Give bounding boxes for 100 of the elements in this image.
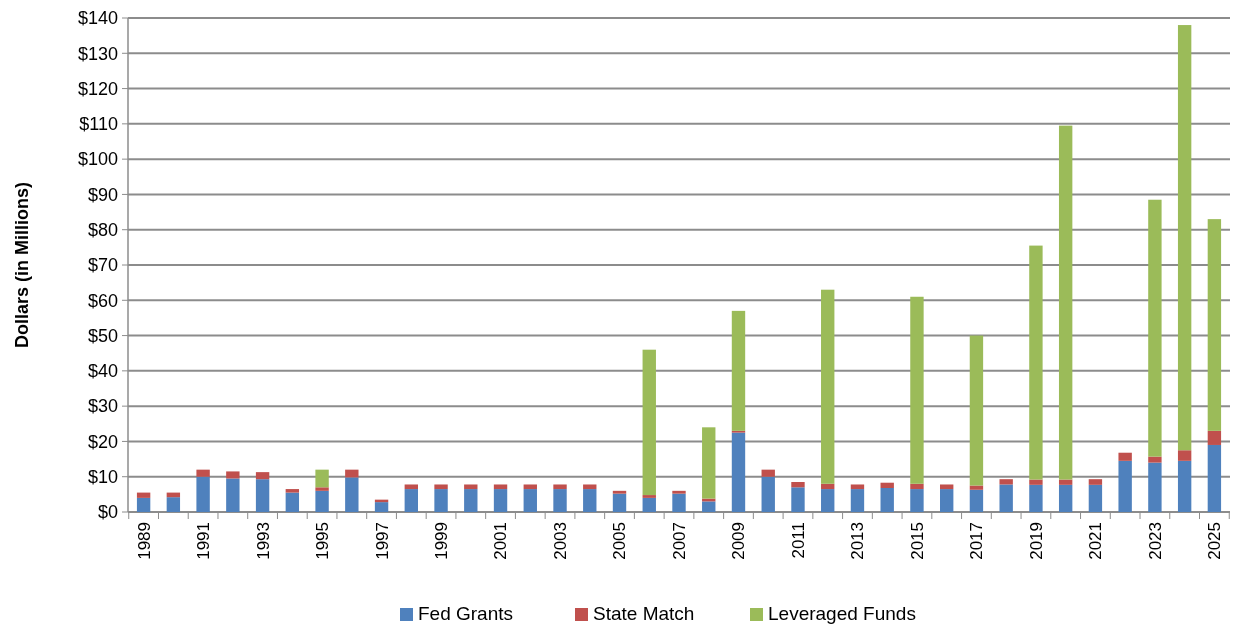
- y-axis-title: Dollars (in Millions): [12, 181, 33, 349]
- bar: [315, 490, 329, 512]
- bar: [523, 489, 537, 512]
- bar: [464, 484, 478, 490]
- bar: [761, 476, 775, 512]
- bar: [553, 489, 567, 512]
- y-tick-label: $20: [87, 431, 118, 452]
- x-tick-label: 2005: [610, 522, 630, 560]
- bar: [1207, 219, 1222, 431]
- y-tick-label: $10: [87, 467, 118, 488]
- bar: [761, 469, 775, 477]
- x-tick-label: 1995: [313, 522, 333, 560]
- bar: [553, 484, 567, 490]
- bar: [464, 489, 478, 512]
- bar: [404, 484, 418, 490]
- bar: [1177, 25, 1192, 451]
- bar: [255, 479, 270, 512]
- bar: [821, 483, 835, 490]
- bar: [583, 489, 597, 512]
- x-tick-label: 2003: [550, 522, 570, 560]
- bar: [612, 493, 627, 512]
- bar: [226, 478, 240, 512]
- bar: [731, 432, 746, 512]
- bar: [821, 489, 835, 512]
- x-tick-label: 1999: [432, 522, 451, 560]
- bar: [642, 495, 656, 498]
- y-tick-label: $60: [87, 290, 118, 311]
- legend-label: State Match: [593, 603, 695, 624]
- bar: [850, 484, 865, 490]
- legend-label: Leveraged Funds: [768, 603, 916, 624]
- bar: [642, 349, 656, 496]
- bar: [1177, 460, 1192, 512]
- y-tick-label: $90: [87, 184, 118, 205]
- legend-label: Fed Grants: [418, 603, 514, 624]
- y-tick-label: $120: [77, 78, 118, 99]
- x-tick-label: 2021: [1086, 522, 1106, 560]
- y-tick-label: $80: [87, 220, 118, 241]
- x-tick-label: 2017: [967, 522, 987, 560]
- bar: [1148, 199, 1162, 457]
- bar: [1118, 460, 1132, 512]
- x-tick-label: 2023: [1145, 522, 1165, 560]
- x-tick-label: 2011: [788, 522, 808, 559]
- y-tick-label: $130: [77, 43, 118, 64]
- y-tick-label: $70: [87, 255, 118, 276]
- bar: [285, 489, 300, 493]
- bar: [493, 484, 508, 490]
- y-tick-label: $100: [77, 149, 118, 170]
- bar: [1148, 456, 1162, 463]
- bar: [166, 497, 181, 512]
- bar: [791, 482, 805, 488]
- bar: [940, 489, 954, 512]
- y-tick-label: $110: [79, 114, 118, 135]
- y-tick-label: $40: [87, 361, 118, 382]
- bar: [969, 335, 984, 486]
- x-tick-label: 2001: [491, 522, 511, 560]
- bar: [850, 489, 865, 512]
- bar: [910, 489, 924, 512]
- bar: [1207, 430, 1222, 445]
- x-tick-label: 1989: [134, 522, 154, 560]
- bar: [1118, 452, 1132, 461]
- y-tick-label: $0: [97, 502, 118, 523]
- bar: [1029, 245, 1043, 480]
- bar: [136, 497, 151, 512]
- x-tick-label: 2025: [1205, 522, 1225, 560]
- x-tick-label: 1993: [253, 522, 273, 560]
- bar: [672, 493, 686, 512]
- bar: [999, 484, 1013, 512]
- bar: [731, 310, 746, 431]
- bar: [702, 501, 716, 512]
- bar: [136, 492, 151, 498]
- bar: [999, 479, 1013, 485]
- bar: [612, 490, 627, 494]
- bar: [493, 489, 508, 512]
- x-tick-label: 2015: [907, 522, 927, 560]
- bar: [374, 502, 389, 512]
- bar: [196, 476, 210, 512]
- bar: [404, 489, 418, 512]
- x-tick-label: 1997: [372, 522, 392, 560]
- bar: [940, 484, 954, 490]
- bar: [1058, 125, 1073, 480]
- bar: [1148, 462, 1162, 512]
- y-tick-label: $140: [77, 8, 118, 29]
- x-tick-label: 2007: [669, 522, 689, 560]
- bar: [880, 488, 894, 512]
- x-tick-label: 2009: [729, 522, 749, 560]
- bar: [910, 296, 924, 484]
- bar: [434, 484, 448, 490]
- bar: [969, 489, 984, 512]
- bar: [791, 487, 805, 512]
- bar: [1177, 450, 1192, 461]
- bar: [672, 490, 686, 494]
- bar: [1058, 479, 1073, 485]
- bar: [196, 469, 210, 477]
- bar: [434, 489, 448, 512]
- bar: [345, 477, 359, 512]
- y-tick-label: $30: [87, 396, 118, 417]
- bar: [910, 483, 924, 490]
- y-tick-label: $50: [87, 325, 118, 346]
- x-tick-label: 2019: [1026, 522, 1046, 560]
- bar: [1207, 444, 1222, 512]
